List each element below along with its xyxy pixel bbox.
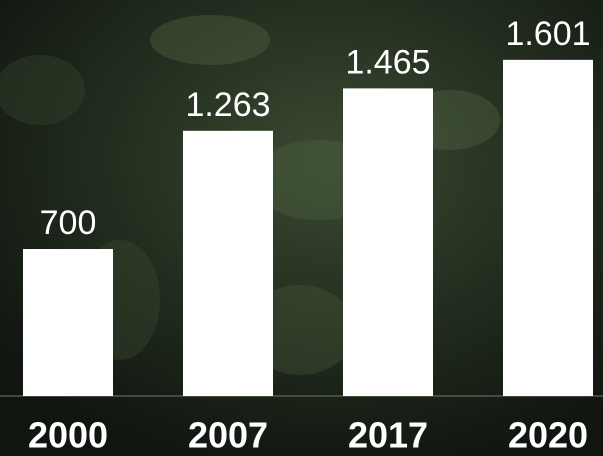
bar [503, 60, 593, 396]
x-tick-label: 2000 [28, 415, 108, 456]
x-tick-label: 2020 [508, 415, 588, 456]
x-tick-label: 2007 [188, 415, 268, 456]
bar [183, 131, 273, 396]
chart: 700 2000 1.263 2007 1.465 2017 1.601 2020 [0, 0, 603, 456]
bar [23, 249, 113, 396]
value-label: 700 [40, 204, 97, 242]
value-label: 1.601 [505, 15, 590, 53]
bar [343, 88, 433, 396]
value-label: 1.465 [345, 43, 430, 81]
x-tick-label: 2017 [348, 415, 428, 456]
value-label: 1.263 [185, 86, 270, 124]
